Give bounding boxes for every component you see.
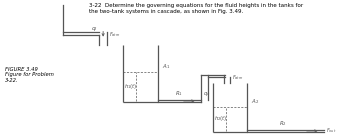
Text: $q_o$: $q_o$ — [203, 90, 210, 98]
Text: $F_{atm}$: $F_{atm}$ — [232, 73, 243, 82]
Text: $F_{out}$: $F_{out}$ — [326, 126, 336, 135]
Text: $A_1$: $A_1$ — [162, 62, 170, 71]
Text: $q_i$: $q_i$ — [91, 25, 98, 33]
Text: $h_1(t)$: $h_1(t)$ — [124, 82, 138, 91]
Text: $A_2$: $A_2$ — [251, 97, 260, 106]
Text: $R_1$: $R_1$ — [175, 89, 183, 98]
Text: $F_{atm}$: $F_{atm}$ — [110, 30, 121, 39]
Text: $h_2(t)$: $h_2(t)$ — [214, 114, 228, 123]
Text: 3-22  Determine the governing equations for the fluid heights in the tanks for
t: 3-22 Determine the governing equations f… — [90, 3, 303, 13]
Text: FIGURE 3.49
Figure for Problem
3-22.: FIGURE 3.49 Figure for Problem 3-22. — [5, 67, 54, 83]
Text: $R_2$: $R_2$ — [279, 119, 287, 128]
